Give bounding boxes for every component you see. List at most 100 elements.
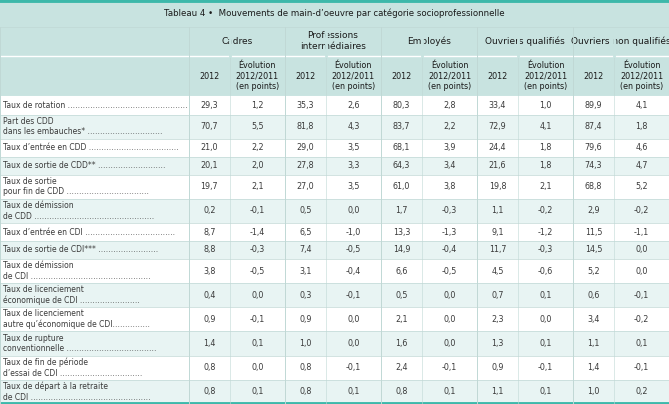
Text: 80,3: 80,3 [393, 101, 410, 110]
Text: -0,5: -0,5 [346, 246, 361, 255]
Text: 3,9: 3,9 [444, 143, 456, 152]
Bar [518, 331, 573, 356]
Text: Taux de sortie de CDD** ………………………: Taux de sortie de CDD** ……………………… [3, 161, 166, 170]
Text: Professions
intermédiaires: Professions intermédiaires [300, 31, 366, 51]
Bar [518, 199, 573, 223]
Text: 2,4: 2,4 [395, 363, 407, 372]
Bar [381, 380, 422, 404]
Bar [189, 27, 285, 56]
Text: 19,8: 19,8 [489, 182, 506, 191]
Bar [0, 331, 189, 356]
Bar [230, 307, 285, 331]
Bar [422, 175, 477, 199]
Text: 0,7: 0,7 [491, 291, 504, 300]
Bar [0, 139, 189, 157]
Bar [381, 199, 422, 223]
Text: 0,3: 0,3 [299, 291, 312, 300]
Bar [0, 223, 189, 241]
Text: -1,0: -1,0 [346, 227, 361, 236]
Bar [381, 157, 422, 175]
Bar [381, 223, 422, 241]
Text: Tableau 4 •  Mouvements de main-d’oeuvre par catégorie socioprofessionnelle: Tableau 4 • Mouvements de main-d’oeuvre … [164, 8, 505, 18]
Text: 0,6: 0,6 [587, 291, 600, 300]
Bar [381, 331, 422, 356]
Bar [518, 97, 573, 115]
Bar [189, 259, 230, 283]
Bar [518, 241, 573, 259]
Text: 0,0: 0,0 [444, 315, 456, 324]
Bar [0, 97, 189, 115]
Bar [326, 199, 381, 223]
Bar [0, 307, 189, 331]
Text: 1,7: 1,7 [395, 206, 407, 215]
Text: 9,1: 9,1 [491, 227, 504, 236]
Text: 2012: 2012 [488, 72, 508, 81]
Text: Taux de démission
de CDD …………………………………………: Taux de démission de CDD ………………………………………… [3, 201, 155, 221]
Text: 0,9: 0,9 [299, 315, 312, 324]
Text: 3,4: 3,4 [444, 161, 456, 170]
Bar [230, 283, 285, 307]
Bar [285, 56, 326, 97]
Text: 74,3: 74,3 [585, 161, 602, 170]
Bar [285, 331, 326, 356]
Text: 0,1: 0,1 [539, 339, 552, 348]
Text: Taux de rotation …………………………………………: Taux de rotation ………………………………………… [3, 101, 188, 110]
Text: 0,0: 0,0 [251, 363, 264, 372]
Text: 2,1: 2,1 [251, 182, 264, 191]
Text: 4,6: 4,6 [636, 143, 648, 152]
Bar [573, 356, 614, 380]
Bar [614, 223, 669, 241]
Bar [422, 97, 477, 115]
Text: 81,8: 81,8 [296, 122, 314, 131]
Bar [0, 199, 189, 223]
Text: 33,4: 33,4 [489, 101, 506, 110]
Text: 4,1: 4,1 [636, 101, 648, 110]
Bar [518, 56, 573, 97]
Text: 61,0: 61,0 [393, 182, 410, 191]
Text: -0,1: -0,1 [634, 363, 649, 372]
Bar [614, 97, 669, 115]
Bar [189, 199, 230, 223]
Bar [518, 115, 573, 139]
Text: 21,0: 21,0 [201, 143, 218, 152]
Text: -0,2: -0,2 [634, 206, 650, 215]
Text: 0,0: 0,0 [636, 267, 648, 276]
Text: 0,0: 0,0 [539, 315, 552, 324]
Bar [285, 157, 326, 175]
Text: 2,8: 2,8 [444, 101, 456, 110]
Text: 3,5: 3,5 [347, 143, 360, 152]
Bar [189, 331, 230, 356]
Bar [614, 56, 669, 97]
Text: 1,3: 1,3 [491, 339, 504, 348]
Bar [285, 97, 326, 115]
Bar [285, 307, 326, 331]
Text: 8,8: 8,8 [203, 246, 215, 255]
Text: -0,3: -0,3 [250, 246, 265, 255]
Bar [381, 356, 422, 380]
Bar [573, 241, 614, 259]
Bar [0, 259, 189, 283]
Bar [573, 27, 669, 56]
Bar [477, 199, 518, 223]
Text: 4,1: 4,1 [539, 122, 552, 131]
Text: -1,2: -1,2 [538, 227, 553, 236]
Text: 2,2: 2,2 [443, 122, 456, 131]
Bar [0, 56, 189, 97]
Text: 0,0: 0,0 [347, 339, 360, 348]
Bar [326, 380, 381, 404]
Text: 0,0: 0,0 [347, 206, 360, 215]
Bar [477, 331, 518, 356]
Text: 0,0: 0,0 [444, 339, 456, 348]
Text: 1,4: 1,4 [203, 339, 215, 348]
Bar [326, 97, 381, 115]
Text: Ouvriers non qualifiés: Ouvriers non qualifiés [571, 36, 669, 46]
Bar [0, 0, 669, 27]
Bar [189, 139, 230, 157]
Text: 0,0: 0,0 [636, 246, 648, 255]
Bar [477, 380, 518, 404]
Text: 27,8: 27,8 [296, 161, 314, 170]
Bar [477, 307, 518, 331]
Bar [422, 356, 477, 380]
Bar [0, 115, 189, 139]
Text: 0,8: 0,8 [203, 387, 215, 396]
